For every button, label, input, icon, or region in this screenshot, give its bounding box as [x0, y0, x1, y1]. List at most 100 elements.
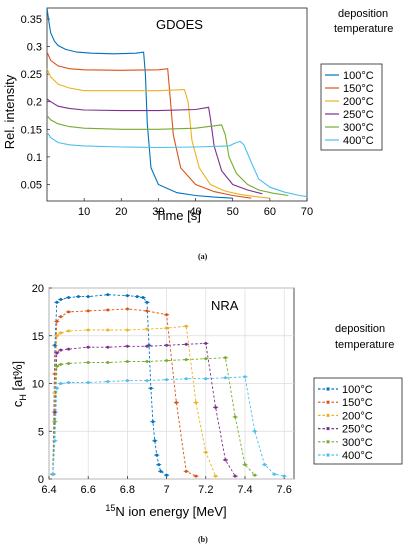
x-tick-label: 70 — [301, 206, 313, 218]
data-point — [252, 429, 258, 433]
data-point — [183, 324, 189, 328]
data-point — [193, 401, 199, 405]
data-point — [66, 361, 72, 365]
data-point — [85, 360, 91, 364]
legend-label: 200°C — [342, 410, 373, 422]
legend-label: 400°C — [342, 450, 373, 462]
data-point — [222, 356, 228, 360]
data-point — [66, 329, 72, 333]
caption-b: (b) — [198, 535, 208, 544]
series-line-100c — [46, 7, 233, 199]
legend-marker — [326, 400, 330, 404]
series-line-150c — [46, 51, 252, 199]
legend-label: 100°C — [343, 70, 374, 82]
legend-marker — [326, 440, 330, 444]
legend-title-line2-nra: temperature — [335, 339, 394, 351]
data-point — [105, 293, 111, 297]
data-point — [222, 458, 228, 462]
data-point — [52, 420, 58, 424]
data-point — [85, 328, 91, 332]
series-lines-nra — [50, 293, 287, 478]
legend-label: 150°C — [342, 397, 373, 409]
x-ticks-gdoes: 10 20 30 40 50 60 70 — [78, 198, 313, 218]
legend-box-nra — [313, 377, 403, 465]
y-tick-label: 0.3 — [27, 42, 42, 54]
y-axis-label-gdoes: Rel. intensity — [2, 74, 17, 149]
plot-area-gdoes — [46, 7, 308, 202]
x-tick-label: 7.6 — [277, 484, 292, 496]
data-point — [58, 331, 64, 335]
data-point — [124, 294, 130, 298]
data-point — [148, 386, 154, 390]
legend-label: 250°C — [342, 424, 373, 436]
y-ticks-gdoes: 0.05 0.1 0.15 0.2 0.25 0.3 0.35 — [21, 14, 50, 191]
legend-label: 300°C — [343, 122, 374, 134]
series-line-250c — [52, 342, 236, 477]
x-tick-label: 7 — [164, 484, 170, 496]
data-point — [144, 327, 150, 331]
data-point — [105, 360, 111, 364]
x-tick-label: 7.4 — [237, 484, 252, 496]
y-tick-label: 0.2 — [27, 97, 42, 109]
legend-marker — [326, 453, 330, 457]
y-tick-label: 0.05 — [21, 179, 42, 191]
data-point — [124, 328, 130, 332]
x-axis-label-text: N ion energy [MeV] — [115, 504, 226, 519]
data-point — [203, 357, 209, 361]
x-axis-label-superscript: 15 — [105, 503, 115, 513]
chart-title-nra: NRA — [211, 298, 239, 313]
data-point — [85, 295, 91, 299]
x-tick-label: 6.6 — [81, 484, 96, 496]
data-point — [232, 474, 238, 478]
x-tick-label: 10 — [78, 206, 90, 218]
data-point — [156, 463, 162, 467]
data-point — [144, 344, 150, 348]
data-point — [213, 474, 219, 478]
data-point — [105, 328, 111, 332]
data-point — [58, 297, 64, 301]
x-tick-label: 6.8 — [120, 484, 135, 496]
data-point — [52, 439, 58, 443]
data-point — [144, 379, 150, 383]
x-tick-label: 20 — [115, 206, 127, 218]
panel-gdoes: 0.05 0.1 0.15 0.2 0.25 0.3 0.35 10 20 30 40 50 60 70… — [2, 7, 393, 223]
x-tick-label: 50 — [227, 206, 239, 218]
y-tick-label: 0.1 — [27, 152, 42, 164]
legend-label: 100°C — [342, 384, 373, 396]
data-point — [124, 344, 130, 348]
y-ticks-nra: 0 5 10 15 20 — [32, 283, 52, 486]
data-point — [124, 307, 130, 311]
data-point — [144, 300, 150, 304]
legend-marker — [326, 413, 330, 417]
data-point — [124, 379, 130, 383]
y-tick-label: 0.35 — [21, 14, 42, 26]
data-point — [58, 315, 64, 319]
data-point — [164, 359, 170, 363]
x-tick-label: 30 — [152, 206, 164, 218]
data-point — [222, 376, 228, 380]
data-point — [203, 377, 209, 381]
x-tick-label: 40 — [189, 206, 201, 218]
data-point — [85, 309, 91, 313]
data-point — [193, 474, 199, 478]
data-point — [134, 295, 140, 299]
legend-label: 400°C — [343, 135, 374, 147]
series-line-300c — [46, 115, 289, 197]
data-point — [164, 313, 170, 317]
data-point — [252, 473, 258, 477]
data-point — [66, 310, 72, 314]
legend-marker — [326, 387, 330, 391]
y-tick-label: 10 — [32, 379, 44, 391]
data-point — [75, 295, 81, 299]
series-line-300c — [52, 357, 256, 476]
legend-label: 250°C — [343, 109, 374, 121]
series-line-400c — [46, 131, 308, 198]
data-point — [66, 381, 72, 385]
caption-a: (a) — [198, 252, 208, 261]
data-point — [154, 453, 160, 457]
series-line-200c — [46, 68, 270, 199]
legend-box-gdoes — [320, 63, 383, 151]
data-point — [164, 343, 170, 347]
